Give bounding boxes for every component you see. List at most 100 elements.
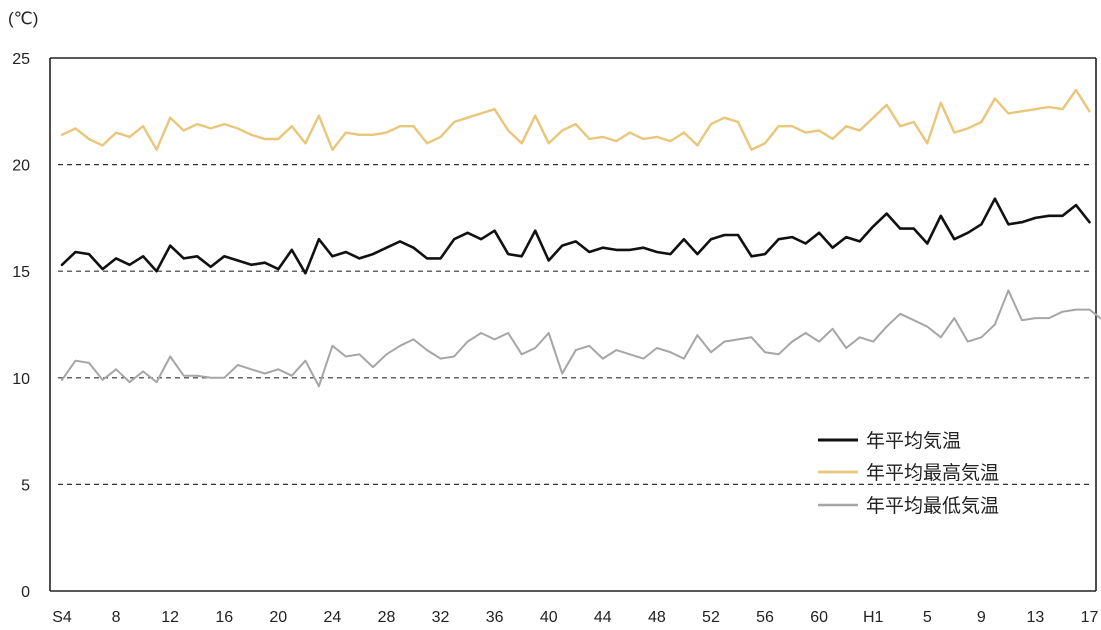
series-points-1 (61, 89, 1091, 151)
data-point (1088, 221, 1091, 224)
data-point (412, 246, 415, 249)
data-point (601, 357, 604, 360)
data-point (547, 142, 550, 145)
data-point (777, 238, 780, 241)
data-point (453, 121, 455, 123)
data-point (926, 142, 929, 145)
data-point (723, 340, 726, 343)
series-line-2 (61, 289, 1101, 388)
data-point (791, 340, 793, 343)
data-point (764, 253, 766, 256)
x-tick-label-10: 44 (594, 609, 612, 625)
data-point (912, 227, 915, 230)
data-point (223, 123, 226, 125)
data-point (277, 268, 280, 270)
data-point (372, 366, 374, 369)
data-point (1021, 221, 1023, 224)
x-tick-label-5: 24 (324, 609, 342, 625)
data-point (209, 127, 212, 130)
data-point (209, 266, 212, 268)
data-point (209, 376, 212, 379)
x-tick-label-18: 13 (1027, 609, 1045, 625)
data-point (804, 242, 807, 245)
data-point (61, 263, 63, 266)
grid-lines (58, 164, 1090, 485)
data-point (939, 101, 942, 104)
data-point (250, 263, 253, 266)
x-tick-label-15: H1 (863, 609, 884, 625)
data-point (426, 349, 428, 351)
data-point (520, 353, 523, 356)
data-point (966, 127, 969, 130)
data-point (61, 379, 63, 381)
data-point (858, 129, 861, 132)
data-point (831, 138, 834, 140)
data-point (480, 112, 483, 115)
x-tick-label-16: 5 (923, 609, 932, 625)
data-point (304, 272, 307, 275)
data-point (953, 317, 956, 320)
data-point (642, 138, 645, 140)
data-point (182, 257, 185, 260)
data-point (115, 368, 117, 371)
data-point (277, 138, 280, 140)
data-point (317, 114, 320, 117)
data-point (764, 351, 766, 354)
data-point (520, 255, 523, 258)
data-point (885, 212, 888, 215)
data-point (588, 344, 591, 347)
legend-label-2: 年平均最低気温 (866, 495, 999, 517)
data-point (426, 257, 428, 260)
y-tick-label-10: 10 (12, 371, 30, 388)
data-point (412, 125, 415, 128)
data-point (628, 131, 631, 134)
data-point (290, 248, 293, 251)
data-point (750, 336, 753, 339)
data-point (1048, 106, 1050, 108)
data-point (290, 374, 293, 377)
data-point (385, 131, 388, 134)
data-point (263, 372, 266, 375)
x-tick-label-6: 28 (378, 609, 396, 625)
data-point (196, 374, 199, 377)
x-tick-label-2: 12 (161, 609, 179, 625)
data-point (926, 242, 929, 245)
data-point (507, 129, 510, 132)
data-point (534, 347, 537, 349)
y-tick-label-25: 25 (12, 51, 30, 68)
data-point (534, 229, 537, 232)
series-points-2 (61, 289, 1091, 388)
data-point (128, 135, 131, 138)
data-point (507, 253, 510, 256)
data-point (453, 238, 455, 241)
legend-label-1: 年平均最高気温 (866, 462, 999, 484)
data-point (128, 381, 131, 383)
data-point (412, 338, 415, 341)
data-point (872, 225, 875, 228)
data-point (764, 142, 766, 145)
data-point (710, 123, 712, 125)
y-tick-label-15: 15 (12, 264, 30, 281)
data-point (196, 123, 199, 125)
data-point (385, 353, 388, 356)
data-point (1061, 108, 1064, 111)
data-point (683, 131, 685, 134)
data-point (912, 319, 915, 322)
data-point (331, 148, 334, 151)
data-point (966, 231, 969, 234)
data-point (1007, 289, 1010, 292)
data-point (926, 325, 929, 328)
x-tick-label-12: 52 (702, 609, 720, 625)
data-point (601, 135, 604, 138)
data-point (980, 336, 983, 339)
data-point (818, 231, 821, 234)
data-point (74, 251, 77, 253)
data-point (290, 125, 293, 128)
data-point (574, 349, 577, 351)
data-point (1088, 110, 1091, 113)
data-point (453, 355, 455, 358)
data-point (858, 336, 861, 339)
